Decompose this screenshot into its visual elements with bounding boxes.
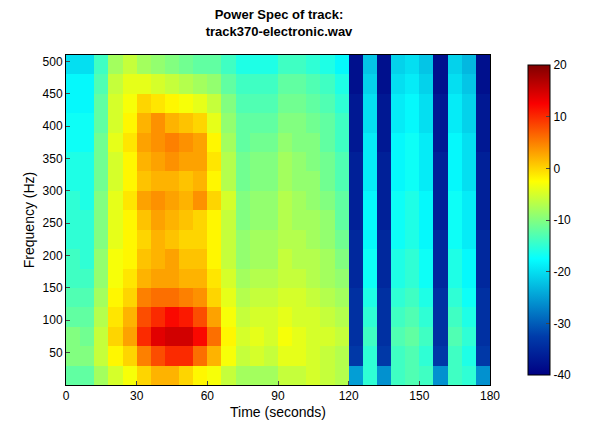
- svg-text:Power Spec of track:track370-e: Power Spec of track:track370-electronic.…: [206, 7, 353, 39]
- svg-text:60: 60: [201, 389, 215, 403]
- svg-text:10: 10: [553, 110, 567, 124]
- svg-text:Frequency (Hz): Frequency (Hz): [21, 172, 37, 268]
- svg-text:500: 500: [43, 55, 63, 69]
- svg-text:180: 180: [480, 389, 500, 403]
- svg-text:250: 250: [43, 216, 63, 230]
- svg-text:90: 90: [271, 389, 285, 403]
- svg-text:-30: -30: [553, 317, 571, 331]
- svg-text:350: 350: [43, 152, 63, 166]
- svg-text:0: 0: [63, 389, 70, 403]
- svg-text:200: 200: [43, 249, 63, 263]
- svg-text:50: 50: [49, 346, 63, 360]
- svg-text:-20: -20: [553, 265, 571, 279]
- svg-text:-10: -10: [553, 213, 571, 227]
- svg-text:150: 150: [43, 281, 63, 295]
- svg-text:450: 450: [43, 87, 63, 101]
- svg-text:100: 100: [43, 313, 63, 327]
- svg-text:300: 300: [43, 184, 63, 198]
- svg-text:150: 150: [409, 389, 429, 403]
- svg-text:0: 0: [553, 162, 560, 176]
- svg-text:Time (seconds): Time (seconds): [230, 404, 326, 420]
- svg-text:120: 120: [339, 389, 359, 403]
- svg-text:20: 20: [553, 58, 567, 72]
- svg-text:30: 30: [130, 389, 144, 403]
- svg-text:400: 400: [43, 119, 63, 133]
- svg-text:-40: -40: [553, 368, 571, 382]
